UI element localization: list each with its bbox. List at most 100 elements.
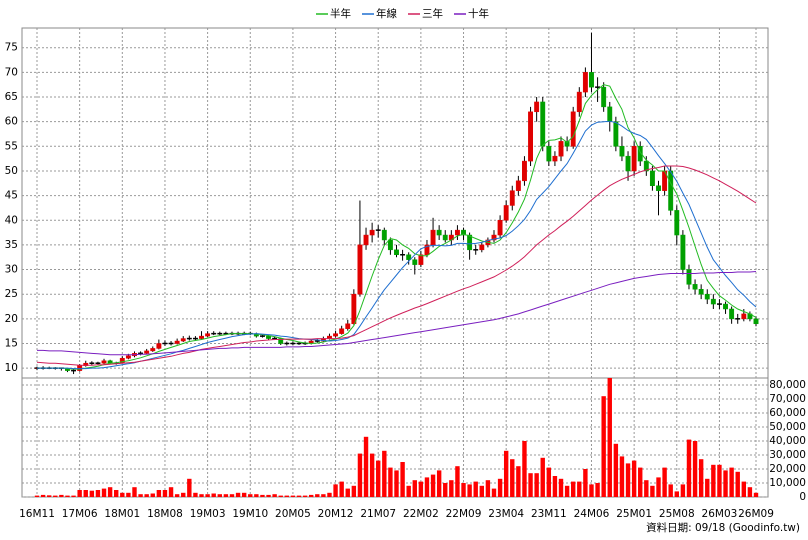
candle-body bbox=[479, 244, 485, 251]
volume-bar bbox=[101, 488, 107, 497]
volume-bar bbox=[589, 484, 594, 497]
y-tick-label: 60 bbox=[5, 116, 18, 128]
candle-body bbox=[259, 335, 265, 337]
volume-bar bbox=[107, 487, 113, 497]
ma-line bbox=[37, 271, 757, 356]
y-tick-label: 30 bbox=[5, 264, 18, 276]
y-tick-label: 10 bbox=[5, 362, 18, 374]
candle-body bbox=[692, 284, 698, 290]
volume-bar bbox=[595, 483, 600, 497]
candle-body bbox=[333, 333, 339, 337]
volume-bar bbox=[168, 487, 174, 497]
legend-label: 三年 bbox=[422, 7, 443, 20]
volume-bar bbox=[290, 495, 296, 497]
volume-bar bbox=[656, 477, 661, 497]
volume-bar bbox=[424, 477, 430, 497]
x-tick-label: 25M08 bbox=[659, 508, 695, 520]
volume-bar bbox=[302, 495, 308, 497]
volume-bar bbox=[436, 470, 442, 497]
candle-body bbox=[284, 342, 290, 345]
volume-bar bbox=[217, 494, 222, 497]
y-tick-label: 40 bbox=[5, 214, 18, 226]
candle-body bbox=[686, 269, 692, 285]
volume-bar bbox=[260, 494, 265, 497]
candle-body bbox=[643, 160, 649, 172]
volume-bar bbox=[698, 459, 704, 497]
candle-body bbox=[89, 362, 95, 364]
candle-body bbox=[729, 308, 735, 320]
candle-body bbox=[589, 72, 594, 88]
candle-body bbox=[637, 146, 643, 162]
y-tick-label: 20 bbox=[5, 313, 18, 325]
x-tick-label: 21M07 bbox=[360, 508, 396, 520]
y2-tick-label: 70,000 bbox=[769, 393, 806, 405]
volume-bar bbox=[546, 467, 552, 497]
volume-bar bbox=[705, 478, 710, 497]
candle-body bbox=[522, 160, 527, 182]
y-tick-label: 75 bbox=[5, 42, 18, 54]
x-tick-label: 19M03 bbox=[190, 508, 226, 520]
candle-body bbox=[473, 249, 479, 251]
volume-bar bbox=[619, 456, 625, 497]
candle-body bbox=[558, 141, 564, 157]
volume-bar bbox=[461, 483, 466, 497]
volume-bar bbox=[83, 490, 88, 497]
candle-body bbox=[515, 180, 521, 191]
volume-bar bbox=[181, 492, 186, 497]
volume-bar bbox=[150, 493, 155, 497]
volume-bar bbox=[333, 484, 338, 497]
y2-tick-label: 50,000 bbox=[769, 421, 806, 433]
x-tick-label: 20M05 bbox=[275, 508, 311, 520]
candle-body bbox=[217, 332, 223, 335]
volume-bar bbox=[357, 453, 363, 497]
x-tick-label: 23M04 bbox=[488, 508, 524, 520]
volume-bar bbox=[412, 480, 417, 497]
candle-body bbox=[534, 101, 540, 113]
volume-bar bbox=[607, 378, 612, 497]
volume-bar bbox=[467, 484, 472, 497]
candle-body bbox=[186, 337, 192, 340]
volume-bar bbox=[369, 453, 375, 497]
candle-body bbox=[735, 318, 741, 320]
volume-bar bbox=[674, 491, 679, 497]
x-tick-label: 19M10 bbox=[232, 508, 268, 520]
candle-body bbox=[314, 340, 320, 342]
volume-bar bbox=[558, 478, 564, 497]
candle-body bbox=[394, 249, 399, 256]
candle-body bbox=[491, 234, 497, 241]
volume-bar bbox=[485, 480, 491, 497]
candle-body bbox=[570, 111, 576, 147]
candle-body bbox=[716, 303, 722, 305]
candle-body bbox=[168, 342, 174, 345]
candle-body bbox=[613, 121, 619, 147]
x-tick-label: 26M09 bbox=[738, 508, 774, 520]
footer: 資料日期: 09/18 (Goodinfo.tw) bbox=[646, 521, 800, 534]
candle-body bbox=[345, 323, 351, 329]
volume-bar bbox=[528, 473, 533, 497]
volume-bar bbox=[571, 481, 576, 497]
candle-body bbox=[461, 229, 466, 236]
x-tick-label: 26M03 bbox=[702, 508, 738, 520]
candle-body bbox=[741, 313, 747, 320]
x-tick-label: 17M06 bbox=[62, 508, 98, 520]
y2-tick-label: 20,000 bbox=[769, 463, 806, 475]
candle-body bbox=[430, 229, 436, 246]
candle-body bbox=[357, 244, 363, 295]
volume-bar bbox=[296, 495, 302, 497]
y2-tick-label: 40,000 bbox=[769, 435, 806, 447]
volume-bar bbox=[46, 495, 52, 497]
volume-bar bbox=[351, 485, 357, 497]
volume-bar bbox=[510, 459, 515, 497]
candle-body bbox=[454, 229, 460, 236]
candle-body bbox=[412, 259, 418, 265]
volume-bar bbox=[162, 490, 168, 497]
volume-bar bbox=[753, 492, 759, 497]
volume-bar bbox=[95, 490, 101, 497]
volume-bar bbox=[193, 492, 198, 497]
candle-body bbox=[528, 111, 534, 162]
volume-bar bbox=[577, 481, 582, 497]
y2-tick-label: 0 bbox=[799, 491, 806, 503]
candle-body bbox=[180, 338, 186, 342]
candle-body bbox=[387, 239, 393, 251]
candle-body bbox=[668, 170, 674, 211]
